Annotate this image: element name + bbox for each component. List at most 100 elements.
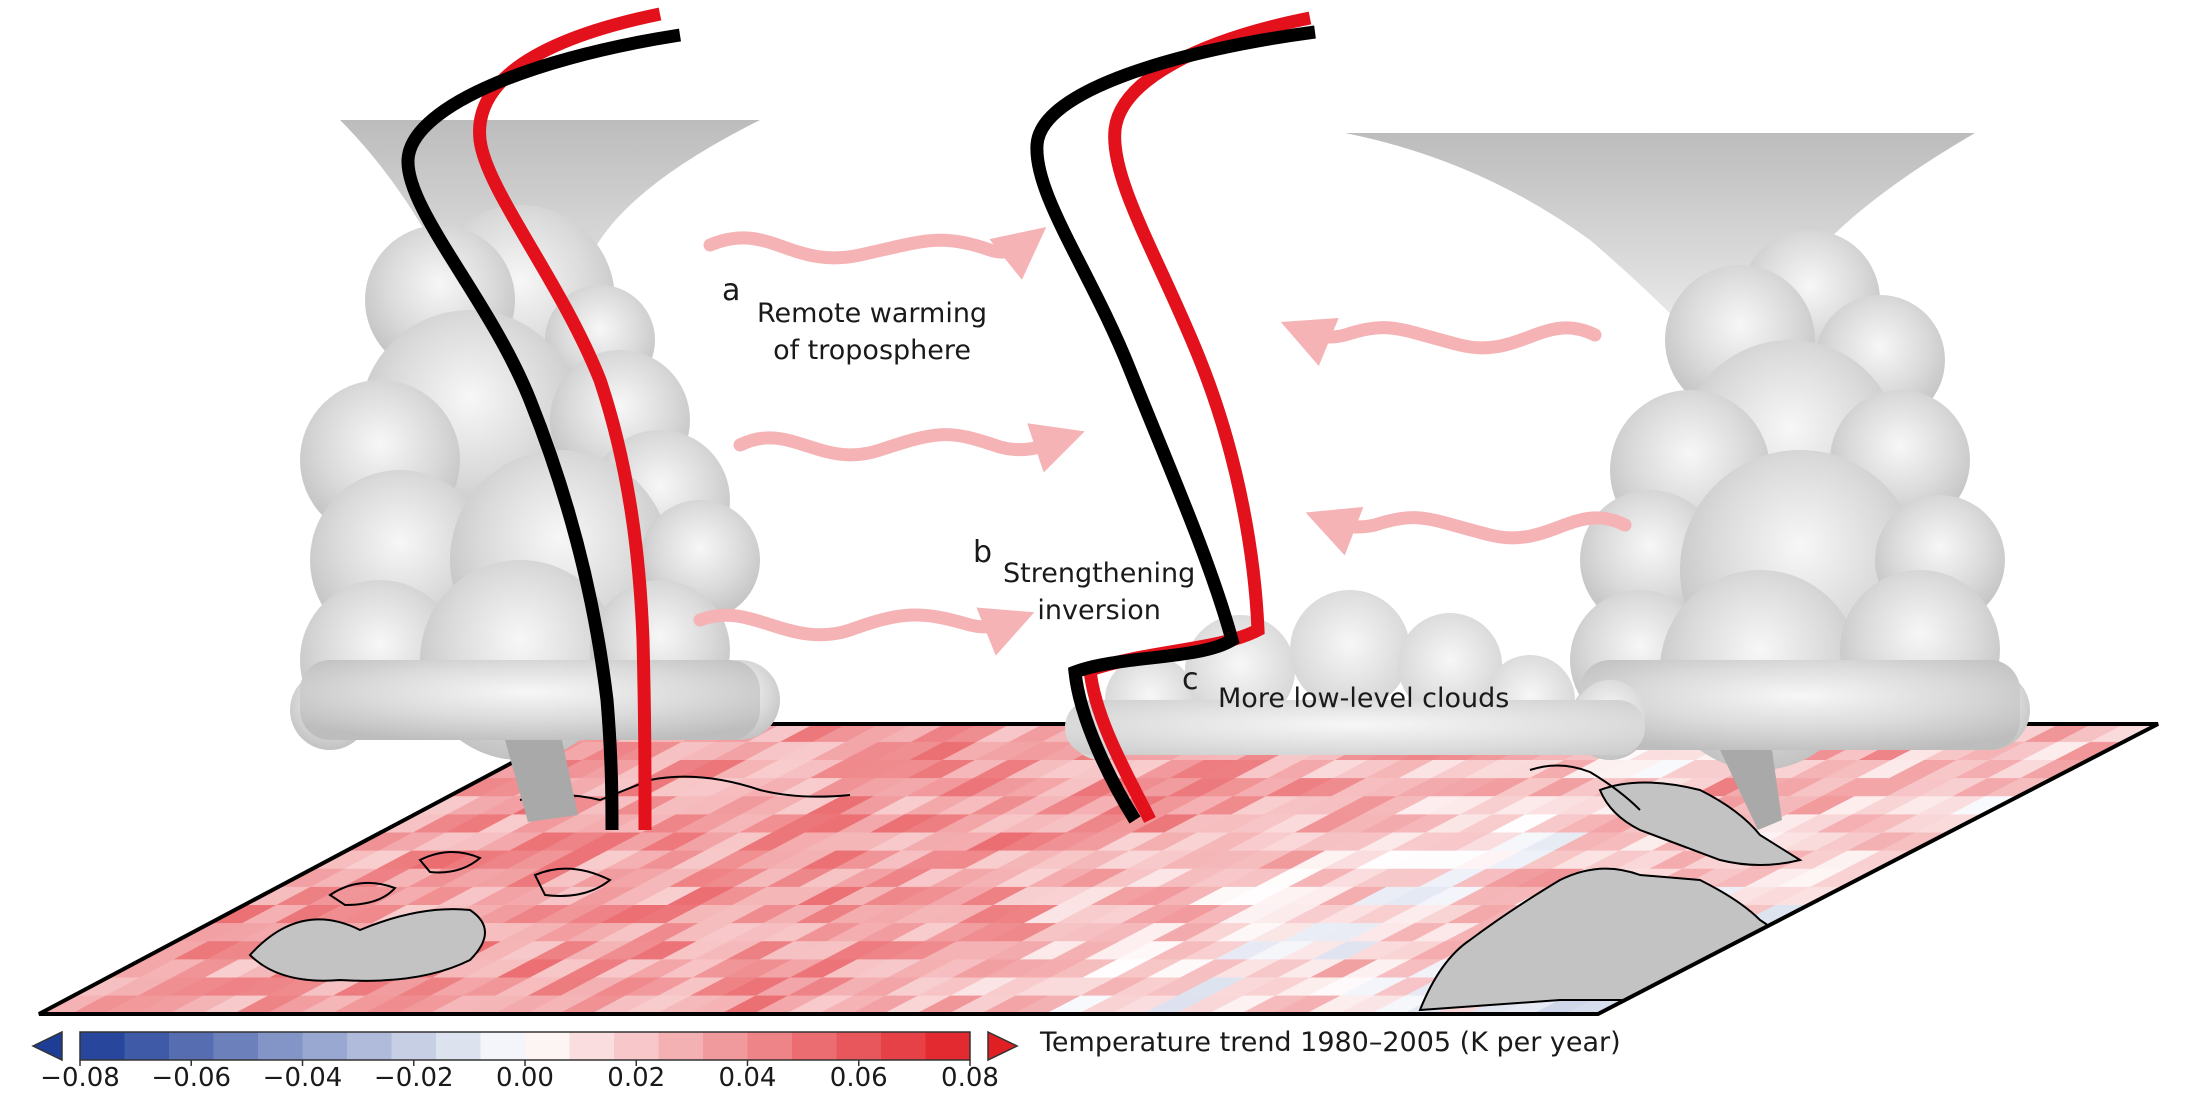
map-cell [1273,995,1341,1014]
map-cell [396,995,464,1014]
colorbar-tick-label: 0.08 [941,1063,999,1093]
map-cell [1013,995,1081,1014]
left-profile-warmed [473,7,662,831]
colorbar-cell [925,1032,971,1060]
colorbar-cell [169,1032,214,1060]
map-cell [558,995,626,1014]
colorbar-cell [747,1032,793,1060]
land-left-islands [328,850,612,907]
land-left [248,908,486,982]
colorbar-tick-label: 0.06 [829,1063,888,1093]
colorbar-min-triangle [31,1030,63,1062]
map-cell [1338,995,1406,1014]
map-cell [363,995,431,1014]
map-cell [103,995,171,1014]
map-cell [1305,995,1374,1014]
label-a-letter: a [722,273,741,308]
map-cell [298,995,366,1014]
label-b-text: Strengthening inversion [1003,555,1195,629]
colorbar-max-triangle [987,1030,1019,1062]
map-cell [331,995,399,1014]
land-right-north [1598,781,1803,866]
map-cell [493,995,561,1014]
colorbar-cell [614,1032,659,1060]
map-cell [1240,995,1309,1014]
right-convective-cloud [1345,133,2030,830]
mid-profile-current [1030,25,1316,824]
colorbar-cell [213,1032,259,1060]
colorbar-cell [391,1032,437,1060]
colorbar-tick-label: 0.00 [496,1063,554,1093]
right-updraft-stem [1720,750,1782,830]
colorbar-tick-label: −0.06 [151,1063,232,1093]
map-cell [1143,995,1211,1014]
colorbar [31,1030,1019,1066]
map-cell [883,995,951,1014]
left-updraft-stem [505,740,578,822]
map-cell [136,995,204,1014]
label-a-line2: of troposphere [773,335,971,366]
label-c-text: More low-level clouds [1218,683,1510,714]
map-cell [753,995,821,1014]
map-cell [266,995,334,1014]
colorbar-cell [569,1032,615,1060]
label-b-line1: Strengthening [1003,558,1196,589]
map-cell [168,995,236,1014]
temperature-profiles-left [401,7,682,831]
map-cell [1208,995,1276,1014]
colorbar-cell [302,1032,348,1060]
map-cell [1175,995,1244,1014]
colorbar-cell [436,1032,481,1060]
right-anvil [1345,133,1975,360]
colorbar-tick-marks [79,1060,971,1066]
map-cell [1045,995,1114,1014]
arrow-4 [1280,317,1602,366]
map-cell [915,995,984,1014]
colorbar-cell [881,1032,926,1060]
map-cell [591,995,659,1014]
map-cell [655,995,724,1014]
map-cell [1110,995,1179,1014]
arrow-2 [733,423,1085,473]
map-cell [948,995,1016,1014]
map-cell [526,995,594,1014]
label-c-letter: c [1182,662,1199,697]
coast-right-north [1529,764,1641,811]
map-cell [1078,995,1146,1014]
left-convective-cloud [290,120,780,822]
colorbar-tick-label: 0.04 [718,1063,777,1093]
colorbar-tick-label: 0.02 [607,1063,666,1093]
map-cell [428,995,496,1014]
colorbar-cell [480,1032,526,1060]
colorbar-title: Temperature trend 1980–2005 (K per year) [1040,1027,1621,1058]
trend-map [38,722,2159,1016]
map-cell [233,995,301,1014]
colorbar-cell [258,1032,303,1060]
map-cell [720,995,789,1014]
colorbar-cells [80,1032,971,1060]
colorbar-tick-label: −0.02 [373,1063,454,1093]
arrow-1 [703,227,1047,280]
colorbar-cell [836,1032,882,1060]
colorbar-cell [80,1032,125,1060]
map-cell [71,995,139,1014]
label-a-text: Remote warming of troposphere [757,295,987,369]
colorbar-cell [525,1032,570,1060]
colorbar-tick-label: −0.08 [40,1063,120,1093]
map-cell [980,995,1049,1014]
left-profile-current [401,28,682,831]
temperature-profiles-middle [1030,11,1316,824]
map-cell [201,995,269,1014]
label-b-letter: b [973,535,993,570]
colorbar-cell [703,1032,748,1060]
map-cell [461,995,529,1014]
map-cell [850,995,919,1014]
colorbar-cell [347,1032,392,1060]
colorbar-tick-label: −0.04 [262,1063,343,1093]
arrow-3 [693,607,1035,656]
colorbar-cell [792,1032,837,1060]
map-cell [785,995,854,1014]
map-cell [818,995,886,1014]
